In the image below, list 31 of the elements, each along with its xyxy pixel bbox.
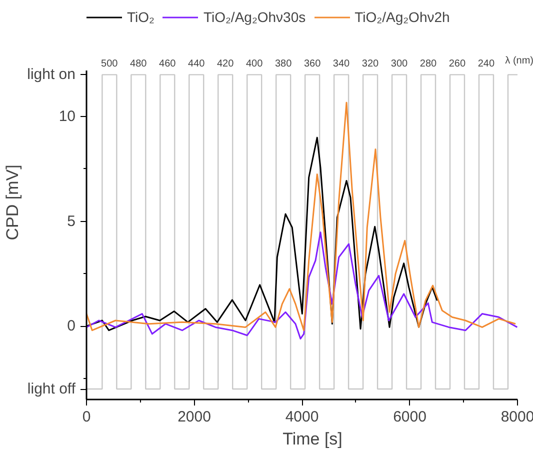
annotation: 440 [188,58,206,70]
annotation: 500 [101,58,118,70]
annotation: 260 [448,58,466,70]
annotation: 280 [420,58,438,70]
line-series [86,232,518,340]
x-tick-label: 0 [82,408,91,426]
y-tick-label: 5 [67,212,76,230]
legend-label: TiO₂/Ag₂Ohν2h [354,9,450,25]
annotation: 420 [216,58,234,70]
legend-label: TiO₂/Ag₂Ohν30s [203,9,306,25]
y-tick-label: light on [27,66,76,84]
annotation: 300 [390,58,408,70]
y-tick-label: 10 [58,108,76,126]
annotation: 360 [304,58,322,70]
annotation: 400 [246,58,264,70]
y-tick-label: 0 [67,318,76,335]
annotation: 340 [332,58,350,70]
annotation: 380 [274,58,292,70]
y-axis-title: CPD [mV] [3,164,22,240]
x-tick-label: 2000 [178,408,211,426]
annotation: 320 [362,58,380,70]
annotation: 240 [478,58,495,70]
x-axis-title: Time [s] [282,430,342,448]
line-series [86,102,516,332]
x-tick-label: 4000 [285,408,319,426]
legend-label: TiO₂ [127,9,154,25]
annotation: 480 [130,58,148,70]
text: λ (nm) [505,56,533,66]
annotation: 460 [159,58,176,70]
y-tick-label: light off [27,380,76,398]
x-tick-label: 6000 [393,408,426,426]
